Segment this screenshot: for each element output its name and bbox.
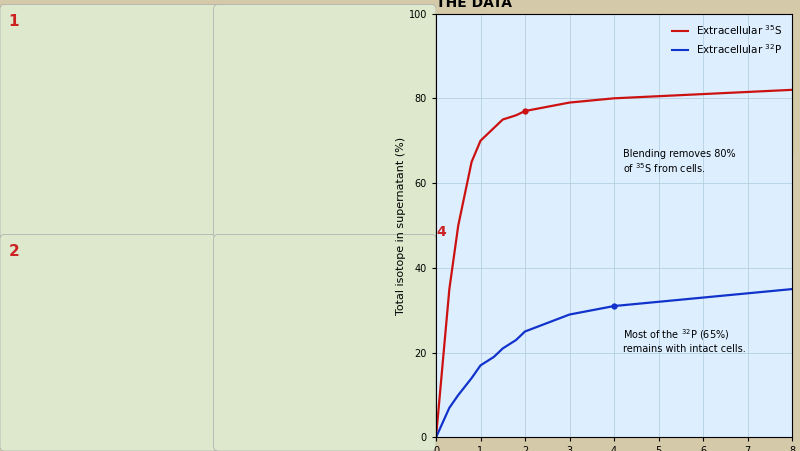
Text: 3: 3	[443, 15, 453, 29]
FancyBboxPatch shape	[0, 235, 218, 451]
Text: THE DATA: THE DATA	[436, 0, 512, 9]
Text: Most of the $^{32}$P (65%)
remains with intact cells.: Most of the $^{32}$P (65%) remains with …	[623, 327, 746, 354]
Legend: Extracellular $^{35}$S, Extracellular $^{32}$P: Extracellular $^{35}$S, Extracellular $^…	[668, 19, 786, 60]
Text: 2: 2	[9, 244, 19, 258]
Text: 4: 4	[436, 226, 446, 239]
Text: 1: 1	[9, 14, 19, 28]
Text: Using a Geiger counter, determine
the amount of radioactivity in the
supernatant: Using a Geiger counter, determine the am…	[472, 15, 647, 87]
FancyBboxPatch shape	[652, 36, 793, 158]
FancyBboxPatch shape	[0, 5, 218, 239]
FancyBboxPatch shape	[214, 235, 436, 451]
Text: Blending removes 80%
of $^{35}$S from cells.: Blending removes 80% of $^{35}$S from ce…	[623, 149, 735, 175]
Y-axis label: Total isotope in supernatant (%): Total isotope in supernatant (%)	[396, 137, 406, 314]
FancyBboxPatch shape	[214, 5, 436, 239]
